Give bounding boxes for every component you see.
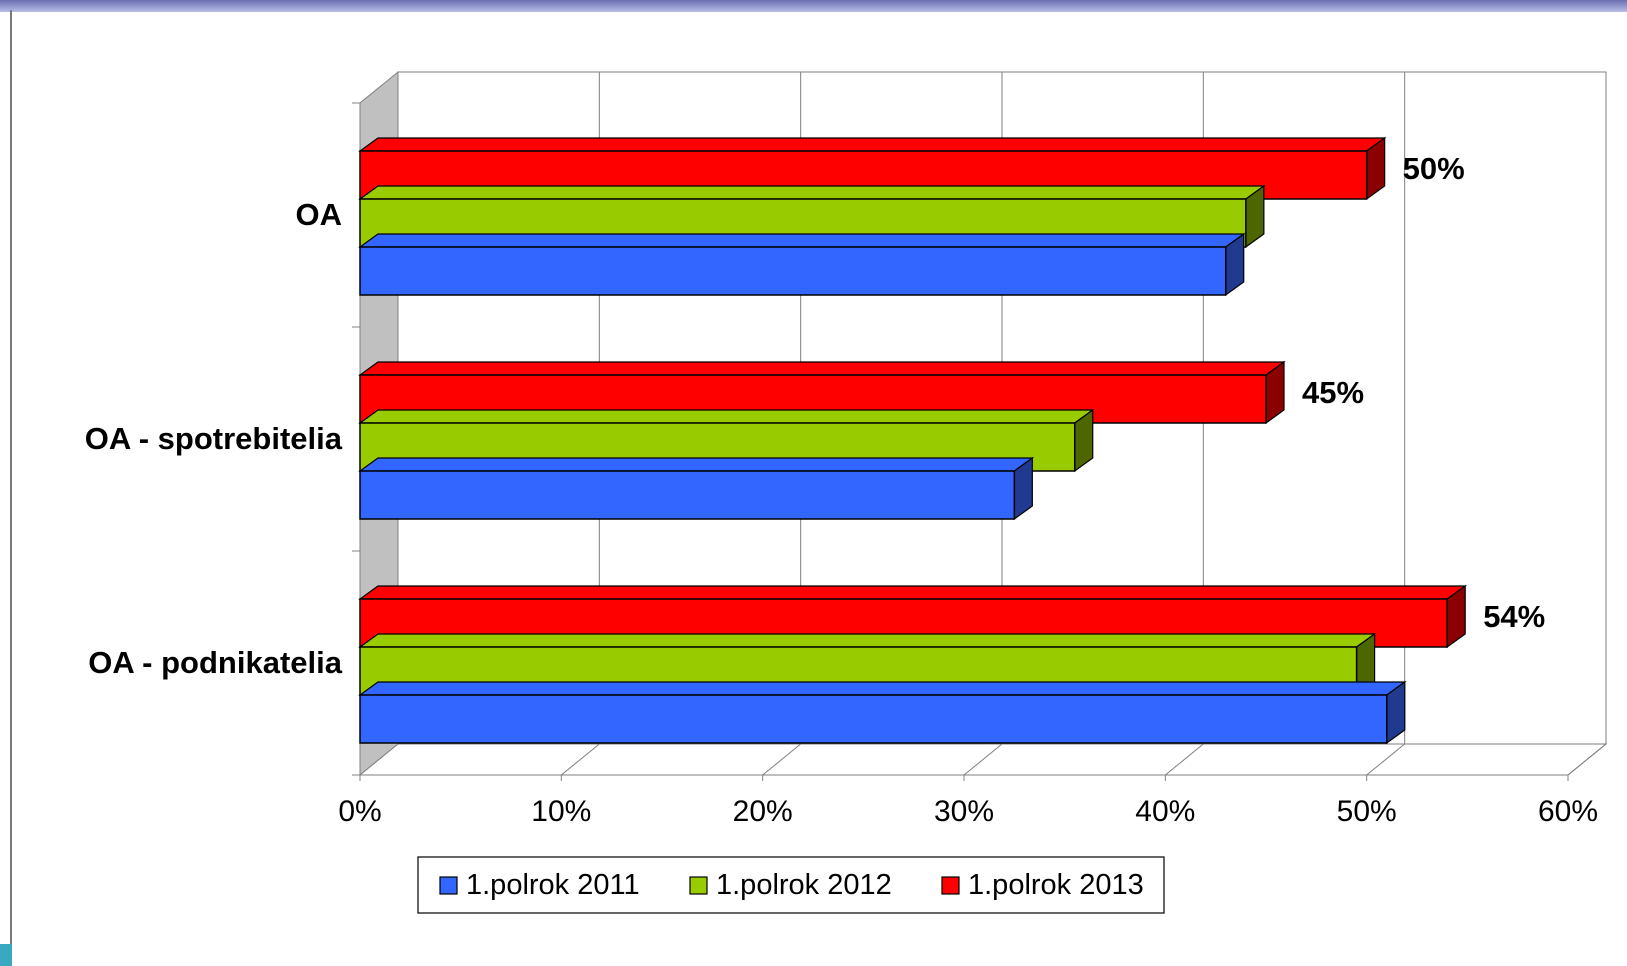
x-tick-label: 30% [934,795,994,828]
bar-1-polrok-2013-top [358,361,1286,376]
category-label: OA - spotrebitelia [85,421,343,456]
bar-1-polrok-2013-top [358,137,1387,152]
floor-gridline [1567,743,1607,776]
legend-swatch [689,876,708,895]
slide-top-border [0,0,1627,12]
floor-gridline [963,743,1003,776]
category-label: OA - podnikatelia [88,645,343,680]
x-tick-label: 20% [733,795,793,828]
x-tick-label: 50% [1337,795,1397,828]
legend-label: 1.polrok 2011 [466,869,640,901]
bar-1-polrok-2011 [359,246,1227,296]
x-tick-label: 0% [338,795,381,828]
bar-1-polrok-2011-top [358,681,1407,696]
legend-label: 1.polrok 2012 [716,869,892,901]
slide-left-border [10,10,12,966]
bar-1-polrok-2011-top [358,233,1246,248]
data-label: 54% [1483,599,1545,634]
bar-1-polrok-2011-top [358,457,1035,472]
floor-gridline [561,743,600,776]
category-label: OA [296,197,343,232]
legend-swatch [941,876,960,895]
bar-1-polrok-2012-top [358,185,1266,200]
data-label: 45% [1302,375,1364,410]
floor-gridline [762,743,801,776]
bar-1-polrok-2011 [359,470,1016,520]
floor-gridline [1366,743,1405,776]
bar-1-polrok-2012-top [358,633,1377,648]
legend-swatch [439,876,458,895]
bar-1-polrok-2013-top [358,585,1468,600]
x-tick-label: 10% [531,795,591,828]
x-tick-label: 60% [1538,795,1598,828]
data-label: 50% [1403,151,1465,186]
bar-1-polrok-2012-top [358,409,1095,424]
slide-corner-accent [0,944,12,966]
x-tick-label: 40% [1135,795,1195,828]
bar-1-polrok-2011 [359,694,1388,744]
legend [417,856,1165,914]
legend-label: 1.polrok 2013 [968,869,1144,901]
floor-gridline [1165,743,1204,776]
